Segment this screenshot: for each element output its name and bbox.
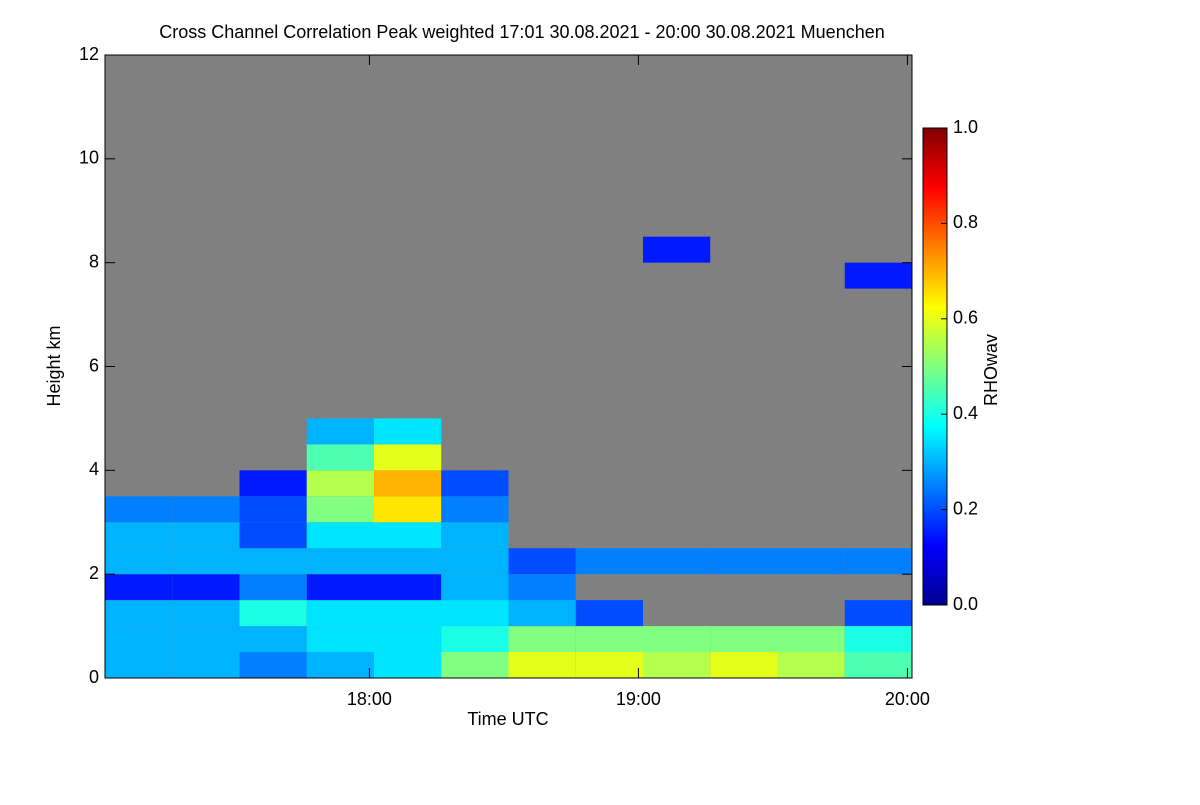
heatmap-cell xyxy=(508,574,576,601)
heatmap-cell xyxy=(441,548,509,575)
heatmap-cell xyxy=(777,652,845,678)
x-tick-label: 20:00 xyxy=(885,689,930,709)
heatmap-cell xyxy=(306,626,374,653)
heatmap-cell xyxy=(374,444,442,471)
heatmap-cell xyxy=(306,496,374,523)
heatmap-cell xyxy=(374,652,442,678)
heatmap-cell xyxy=(441,574,509,601)
heatmap-cell xyxy=(441,652,509,678)
heatmap-cell xyxy=(172,626,240,653)
colorbar-label: RHOwav xyxy=(981,334,1001,406)
y-tick-label: 0 xyxy=(89,667,99,687)
y-axis-label: Height km xyxy=(44,325,64,406)
heatmap-cell xyxy=(710,652,778,678)
heatmap-cell xyxy=(172,574,240,601)
heatmap-cell xyxy=(172,496,240,523)
heatmap-cell xyxy=(508,626,576,653)
heatmap-cell xyxy=(643,652,711,678)
colorbar-tick-label: 0.6 xyxy=(953,308,978,328)
heatmap-cell xyxy=(374,574,442,601)
colorbar-tick-label: 0.4 xyxy=(953,403,978,423)
heatmap-cell xyxy=(306,470,374,497)
heatmap-cells xyxy=(105,236,912,678)
heatmap-cell xyxy=(844,600,912,627)
heatmap-cell xyxy=(374,600,442,627)
heatmap-cell xyxy=(172,548,240,575)
heatmap-cell xyxy=(172,600,240,627)
heatmap-cell xyxy=(374,496,442,523)
chart-title: Cross Channel Correlation Peak weighted … xyxy=(159,22,885,42)
heatmap-cell xyxy=(575,652,643,678)
y-tick-label: 8 xyxy=(89,251,99,271)
y-tick-label: 6 xyxy=(89,355,99,375)
y-tick-label: 12 xyxy=(79,44,99,64)
heatmap-cell xyxy=(105,574,173,601)
heatmap-cell xyxy=(441,626,509,653)
heatmap-cell xyxy=(105,548,173,575)
heatmap-cell xyxy=(105,626,173,653)
colorbar-tick-label: 1.0 xyxy=(953,117,978,137)
heatmap-cell xyxy=(643,626,711,653)
heatmap-cell xyxy=(239,470,307,497)
heatmap-cell xyxy=(844,652,912,678)
x-tick-label: 19:00 xyxy=(616,689,661,709)
heatmap-cell xyxy=(374,418,442,445)
heatmap-cell xyxy=(105,652,173,678)
heatmap-cell xyxy=(575,626,643,653)
heatmap-cell xyxy=(777,626,845,653)
x-axis-label: Time UTC xyxy=(467,709,548,729)
heatmap-cell xyxy=(844,626,912,653)
heatmap-cell xyxy=(239,522,307,549)
heatmap-cell xyxy=(306,418,374,445)
heatmap-cell xyxy=(374,522,442,549)
heatmap-cell xyxy=(777,548,845,575)
heatmap-cell xyxy=(306,652,374,678)
heatmap-cell xyxy=(374,548,442,575)
heatmap-cell xyxy=(239,496,307,523)
heatmap-cell xyxy=(710,548,778,575)
heatmap-cell xyxy=(374,470,442,497)
heatmap-cell xyxy=(239,626,307,653)
colorbar xyxy=(922,127,948,606)
heatmap-cell xyxy=(239,548,307,575)
heatmap-cell xyxy=(441,470,509,497)
heatmap-cell xyxy=(575,548,643,575)
heatmap-cell xyxy=(643,236,711,263)
heatmap-cell xyxy=(239,574,307,601)
y-tick-label: 2 xyxy=(89,563,99,583)
colorbar-tick-label: 0.8 xyxy=(953,212,978,232)
colorbar-tick-label: 0.0 xyxy=(953,594,978,614)
heatmap-cell xyxy=(306,548,374,575)
heatmap-cell xyxy=(710,626,778,653)
heatmap-cell xyxy=(441,496,509,523)
heatmap-cell xyxy=(105,522,173,549)
heatmap-cell xyxy=(374,626,442,653)
x-tick-label: 18:00 xyxy=(347,689,392,709)
heatmap-cell xyxy=(508,600,576,627)
heatmap-cell xyxy=(306,444,374,471)
heatmap-cell xyxy=(844,548,912,575)
heatmap-cell xyxy=(105,600,173,627)
heatmap-cell xyxy=(105,496,173,523)
heatmap-cell xyxy=(844,262,912,289)
heatmap-cell xyxy=(172,652,240,678)
y-tick-label: 10 xyxy=(79,148,99,168)
heatmap-cell xyxy=(575,600,643,627)
heatmap-cell xyxy=(508,548,576,575)
y-tick-label: 4 xyxy=(89,459,99,479)
heatmap-cell xyxy=(441,522,509,549)
heatmap-cell xyxy=(508,652,576,678)
heatmap-cell xyxy=(306,600,374,627)
heatmap-cell xyxy=(239,600,307,627)
heatmap-cell xyxy=(643,548,711,575)
heatmap-cell xyxy=(306,522,374,549)
colorbar-tick-label: 0.2 xyxy=(953,498,978,518)
heatmap-cell xyxy=(306,574,374,601)
heatmap-cell xyxy=(172,522,240,549)
heatmap-cell xyxy=(239,652,307,678)
heatmap-cell xyxy=(441,600,509,627)
